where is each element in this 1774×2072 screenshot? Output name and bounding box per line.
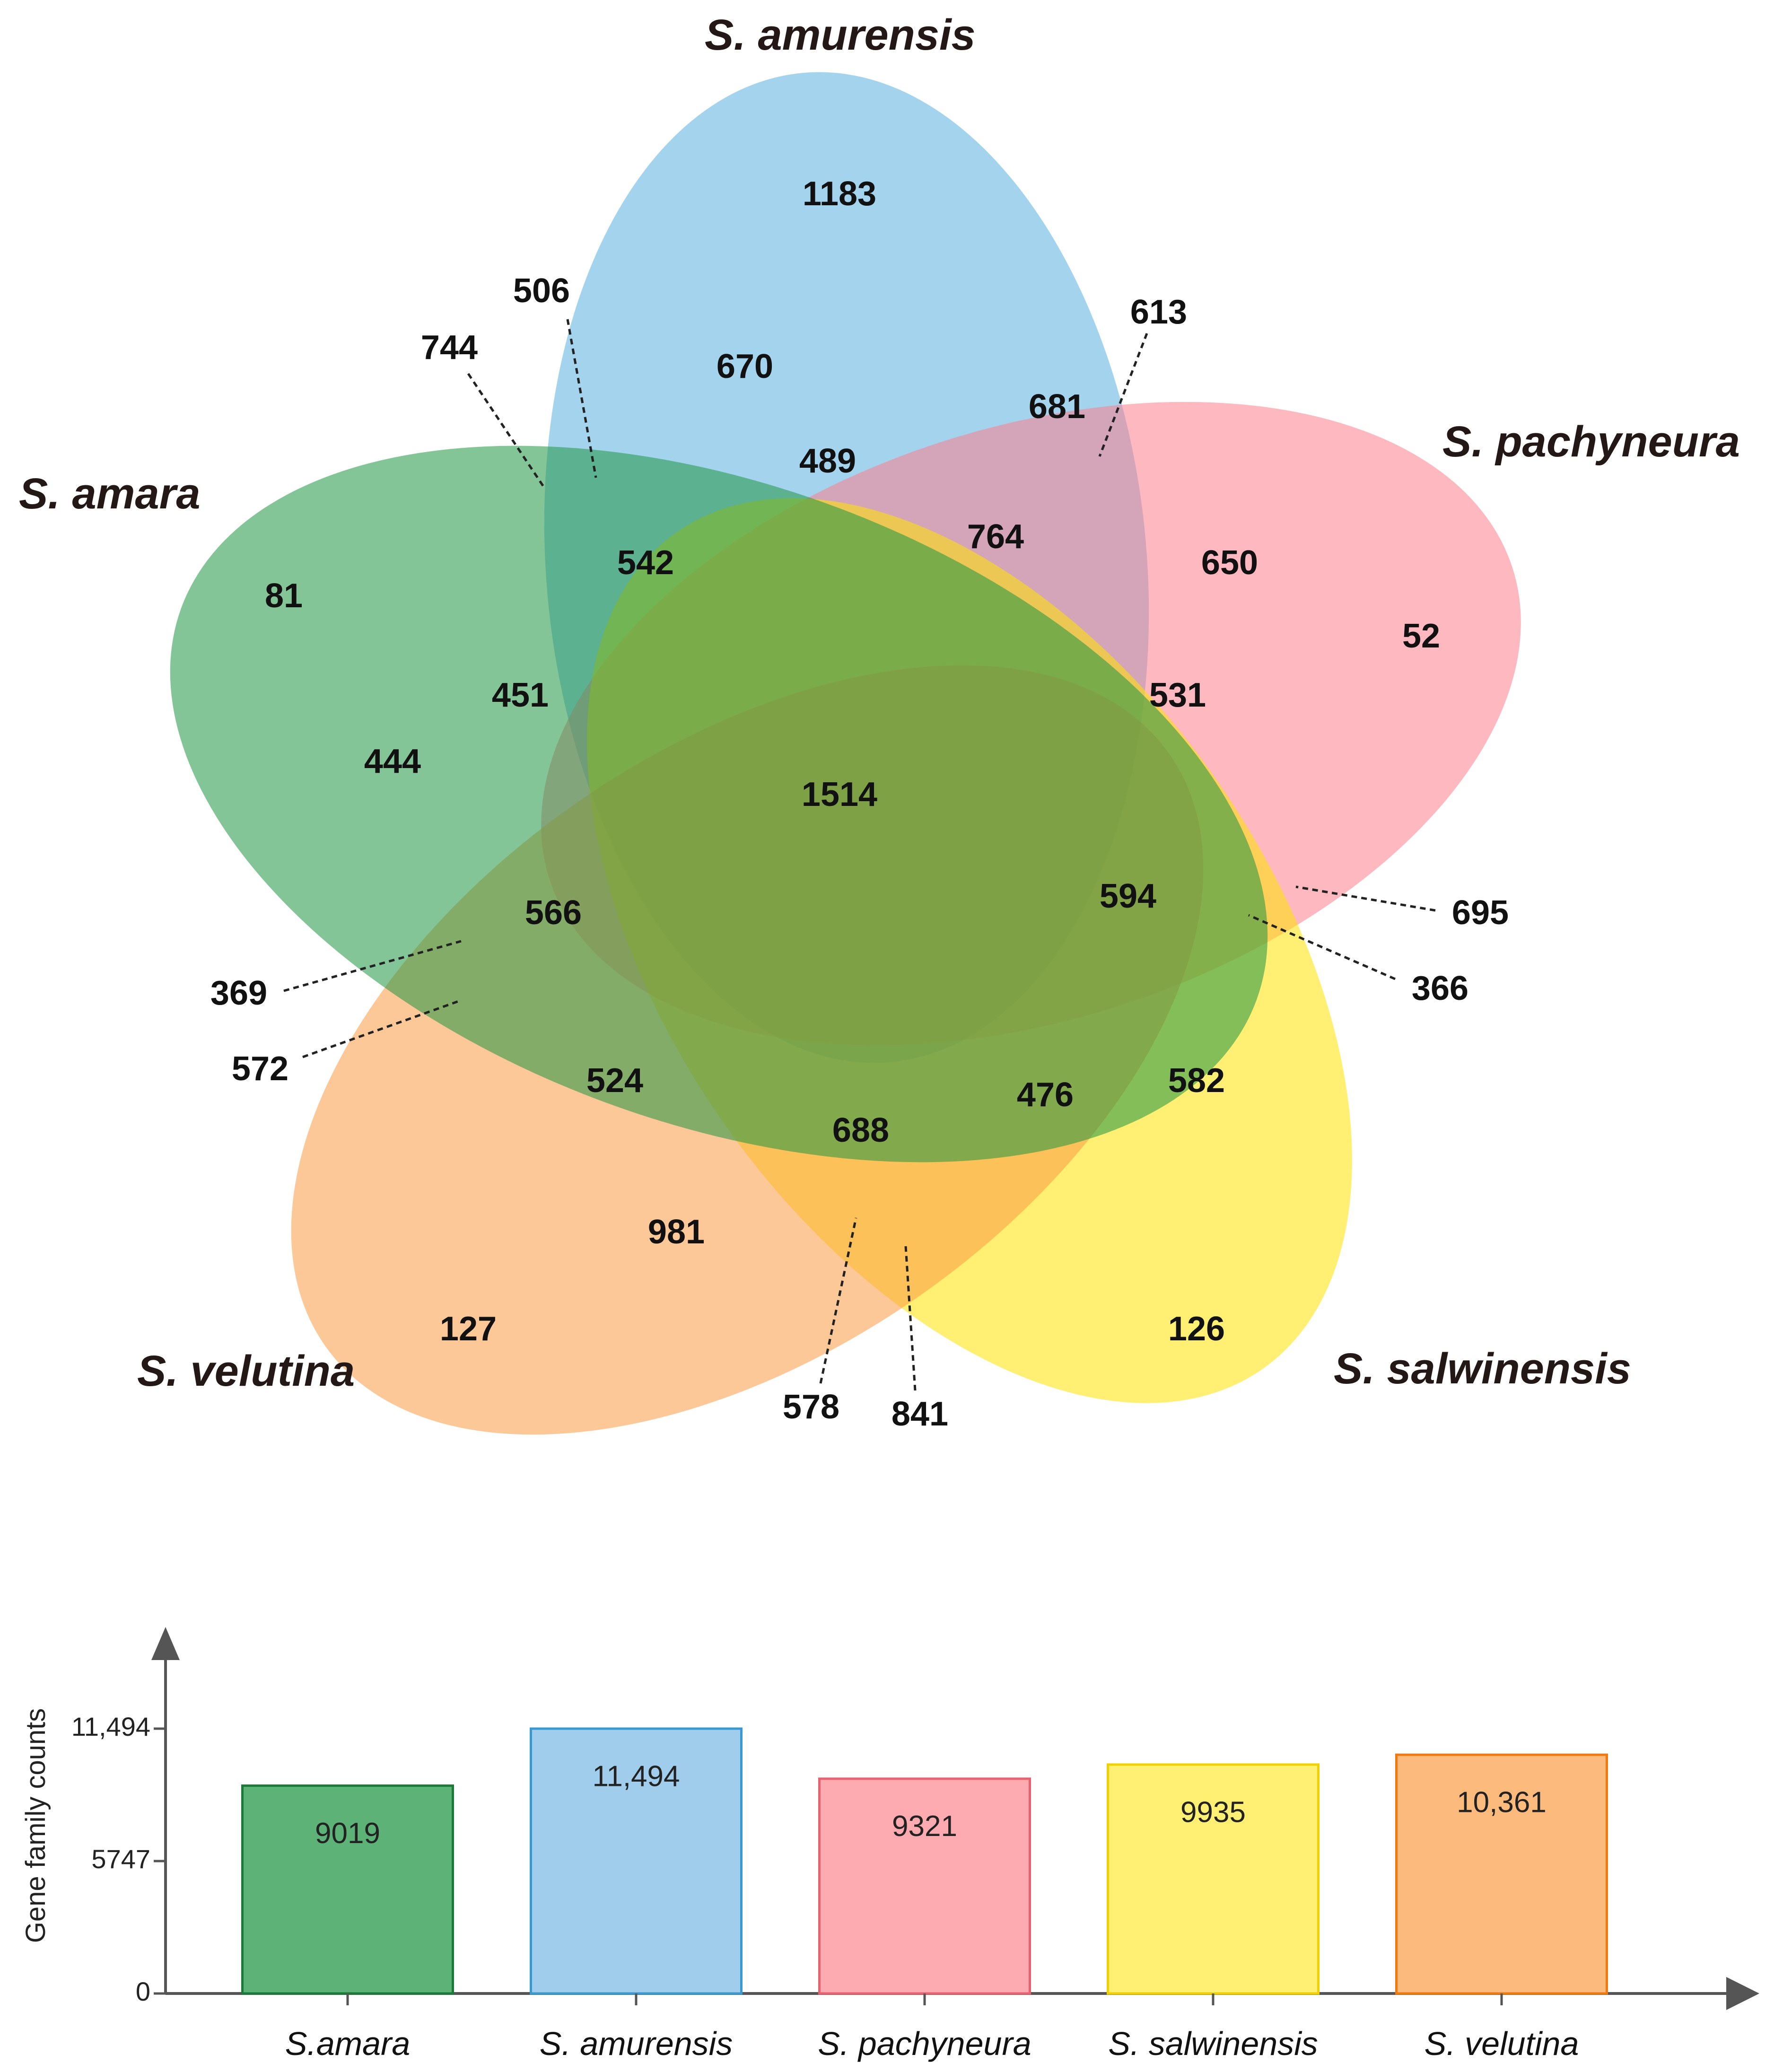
y-axis-title: Gene family counts xyxy=(20,1708,51,1943)
venn-region-count: 650 xyxy=(1201,544,1258,582)
x-category-label: S. amurensis xyxy=(540,2025,733,2062)
bar-value-label: 10,361 xyxy=(1457,1786,1547,1819)
venn-callout-count: 578 xyxy=(783,1388,839,1426)
venn-region-count: 476 xyxy=(1017,1076,1074,1114)
bar xyxy=(530,1727,743,1995)
venn-region-count: 451 xyxy=(492,676,549,714)
bar-value-label: 9321 xyxy=(892,1810,957,1843)
venn-callout-count: 572 xyxy=(232,1050,288,1088)
bar-value-label: 9935 xyxy=(1180,1796,1246,1828)
bar-chart: 0 5747 11,494 9019 11,494 9321 9935 10,361 S.a… xyxy=(20,1627,1759,2062)
bar xyxy=(818,1777,1031,1995)
venn-region-count: 81 xyxy=(265,577,303,615)
venn-core-count: 1514 xyxy=(802,776,877,813)
venn-callout-count: 366 xyxy=(1412,970,1468,1007)
venn-label-s-salwinensis: S. salwinensis xyxy=(1334,1345,1631,1393)
x-axis-arrowhead xyxy=(1726,1977,1759,2010)
venn-region-count: 127 xyxy=(440,1310,497,1348)
venn-region-count: 670 xyxy=(717,348,773,385)
y-tick-label: 0 xyxy=(136,1976,150,2006)
venn-callout-count: 695 xyxy=(1452,894,1509,932)
callout-line-841 xyxy=(904,1246,917,1391)
venn-region-count: 681 xyxy=(1029,388,1085,426)
callout-line-369 xyxy=(283,940,462,992)
y-ticks: 0 5747 11,494 xyxy=(71,1712,166,2006)
venn-region-count: 524 xyxy=(586,1062,643,1100)
venn-callout-lines xyxy=(283,319,1436,1391)
venn-label-s-amara: S. amara xyxy=(19,470,201,518)
callout-line-744 xyxy=(467,373,545,488)
venn-region-count: 764 xyxy=(967,518,1024,556)
x-category-label: S. salwinensis xyxy=(1108,2025,1318,2062)
bar-value-label: 11,494 xyxy=(592,1760,680,1792)
y-axis-arrowhead xyxy=(151,1627,180,1660)
bar-value-label: 9019 xyxy=(315,1817,380,1850)
callout-line-578 xyxy=(819,1217,857,1384)
venn-callout-count: 506 xyxy=(513,272,570,310)
venn-region-count: 531 xyxy=(1149,676,1206,714)
venn-region-count: 52 xyxy=(1402,617,1440,655)
x-category-label: S. pachyneura xyxy=(818,2025,1031,2062)
venn-label-s-velutina: S. velutina xyxy=(137,1347,355,1395)
callout-line-366 xyxy=(1248,914,1396,980)
callout-line-506 xyxy=(566,319,597,478)
venn-region-count: 594 xyxy=(1100,877,1156,915)
x-categories: S.amara S. amurensis S. pachyneura S. salwi… xyxy=(285,1993,1579,2062)
x-category-label: S. velutina xyxy=(1424,2025,1579,2062)
venn-region-count: 126 xyxy=(1168,1310,1225,1348)
venn-label-s-pachyneura: S. pachyneura xyxy=(1442,418,1740,466)
venn-callout-count: 613 xyxy=(1130,293,1187,331)
venn-region-count: 981 xyxy=(648,1213,705,1251)
venn-callout-count: 744 xyxy=(421,329,478,367)
venn-diagram: S. amurensis S. pachyneura S. salwinensi… xyxy=(19,11,1740,1435)
bar xyxy=(1395,1753,1608,1995)
venn-region-count: 542 xyxy=(617,544,674,582)
venn-callout-count: 369 xyxy=(210,974,267,1012)
venn-region-count: 566 xyxy=(525,894,582,932)
x-category-label: S.amara xyxy=(285,2025,411,2062)
callout-line-695 xyxy=(1295,885,1436,912)
y-tick-label: 5747 xyxy=(91,1844,150,1874)
venn-region-count: 582 xyxy=(1168,1062,1225,1100)
venn-callout-count: 841 xyxy=(891,1395,948,1433)
venn-region-count: 688 xyxy=(832,1111,889,1149)
callout-line-572 xyxy=(302,999,462,1058)
y-tick-label: 11,494 xyxy=(71,1712,150,1741)
bar xyxy=(1107,1763,1320,1995)
venn-region-count: 444 xyxy=(364,743,421,780)
venn-region-count: 1183 xyxy=(803,175,876,213)
callout-line-613 xyxy=(1098,333,1148,457)
venn-set-s-amara xyxy=(170,446,1268,1163)
bar xyxy=(241,1784,454,1995)
bars: 9019 11,494 9321 9935 10,361 xyxy=(241,1727,1608,1995)
venn-label-s-amurensis: S. amurensis xyxy=(705,11,976,59)
venn-region-count: 489 xyxy=(799,442,856,480)
